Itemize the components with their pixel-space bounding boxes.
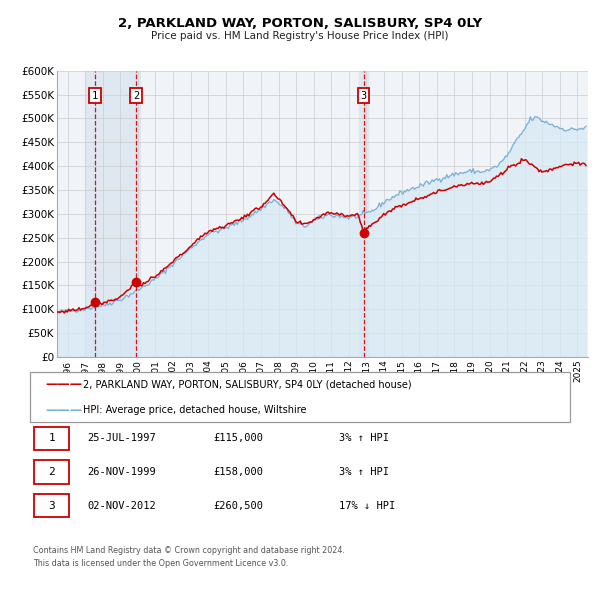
Text: 25-JUL-1997: 25-JUL-1997	[87, 434, 156, 443]
Text: 2: 2	[133, 91, 139, 101]
Text: £158,000: £158,000	[213, 467, 263, 477]
Bar	[359, 71, 368, 357]
Text: 02-NOV-2012: 02-NOV-2012	[87, 501, 156, 510]
Text: 3% ↑ HPI: 3% ↑ HPI	[339, 434, 389, 443]
Text: 2, PARKLAND WAY, PORTON, SALISBURY, SP4 0LY: 2, PARKLAND WAY, PORTON, SALISBURY, SP4 …	[118, 17, 482, 30]
Text: 3% ↑ HPI: 3% ↑ HPI	[339, 467, 389, 477]
Text: ———: ———	[45, 404, 82, 417]
Text: 26-NOV-1999: 26-NOV-1999	[87, 467, 156, 477]
Text: Contains HM Land Registry data © Crown copyright and database right 2024.: Contains HM Land Registry data © Crown c…	[33, 546, 345, 555]
Text: 1: 1	[92, 91, 98, 101]
Text: 3: 3	[361, 91, 367, 101]
Text: 3: 3	[48, 501, 55, 510]
Text: ———: ———	[45, 378, 82, 391]
Text: 2: 2	[48, 467, 55, 477]
Text: Price paid vs. HM Land Registry's House Price Index (HPI): Price paid vs. HM Land Registry's House …	[151, 31, 449, 41]
Text: 2, PARKLAND WAY, PORTON, SALISBURY, SP4 0LY (detached house): 2, PARKLAND WAY, PORTON, SALISBURY, SP4 …	[83, 380, 412, 389]
Text: 1: 1	[48, 434, 55, 443]
Text: HPI: Average price, detached house, Wiltshire: HPI: Average price, detached house, Wilt…	[83, 405, 307, 415]
Text: £260,500: £260,500	[213, 501, 263, 510]
Text: £115,000: £115,000	[213, 434, 263, 443]
Text: 17% ↓ HPI: 17% ↓ HPI	[339, 501, 395, 510]
Text: This data is licensed under the Open Government Licence v3.0.: This data is licensed under the Open Gov…	[33, 559, 289, 568]
Bar	[85, 71, 140, 357]
